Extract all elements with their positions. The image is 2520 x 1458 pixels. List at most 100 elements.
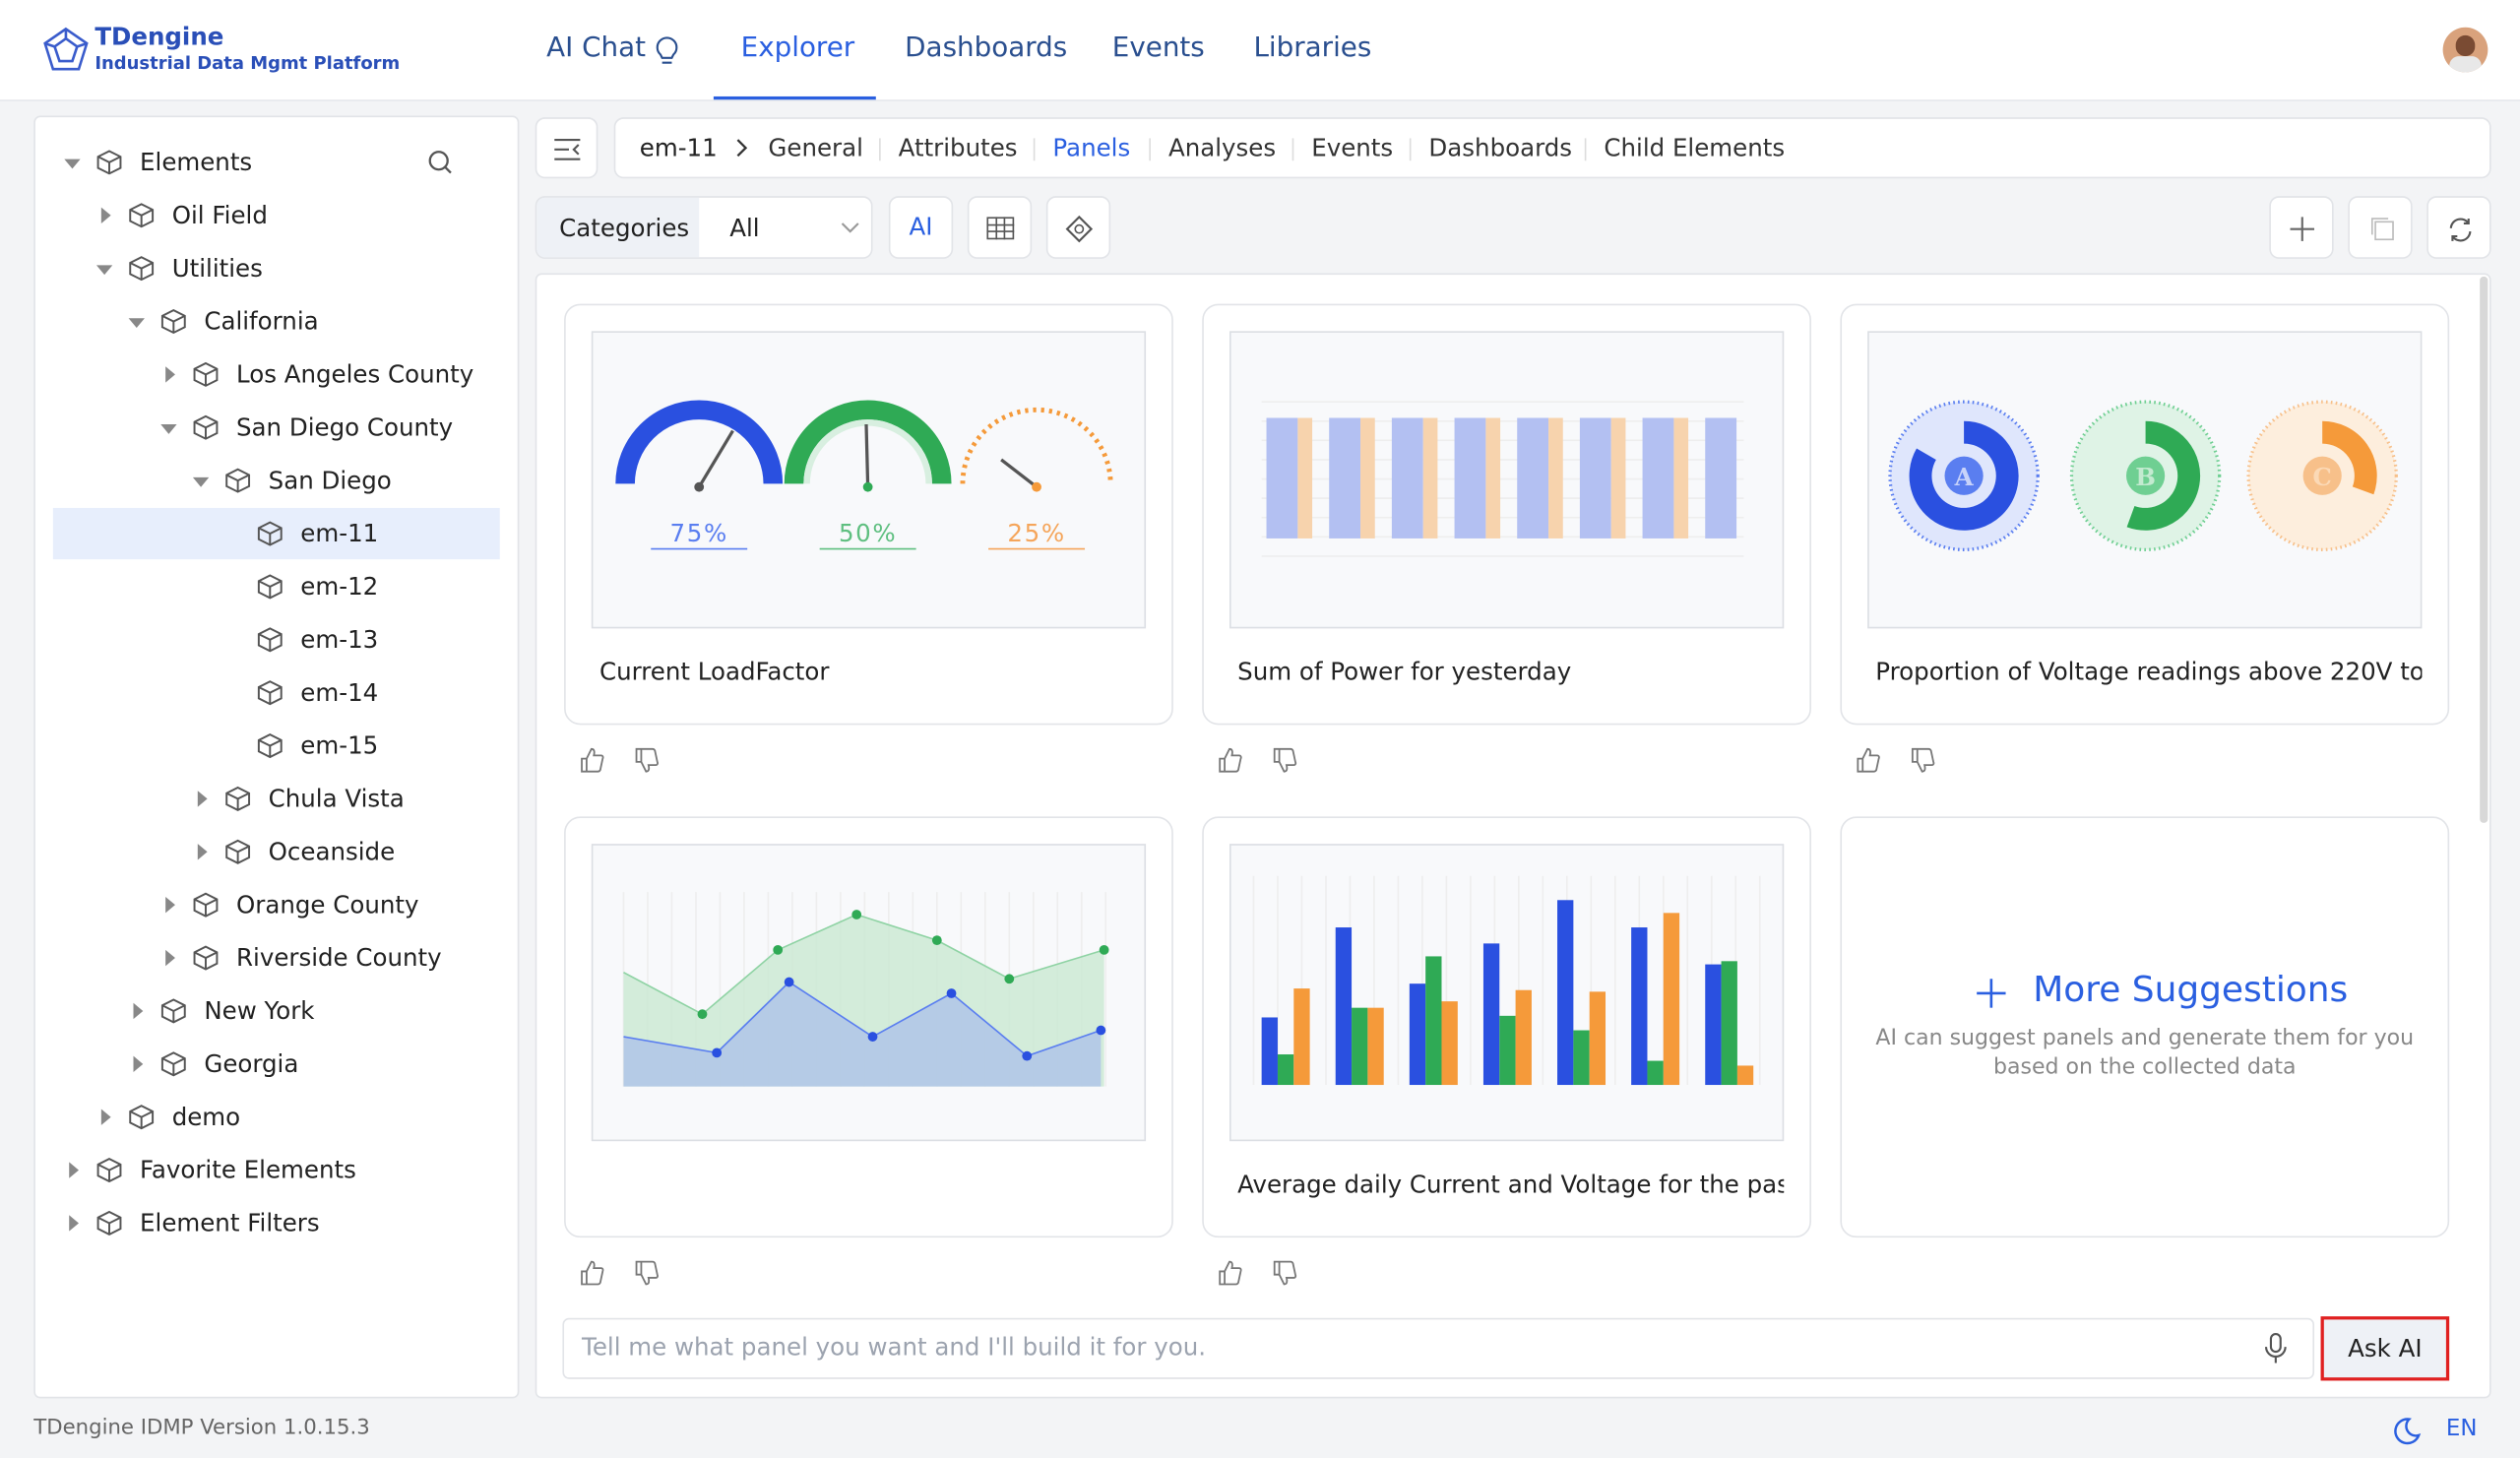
tab-divider <box>1033 138 1036 161</box>
tree-label[interactable]: em-15 <box>300 730 379 761</box>
copy-button[interactable] <box>2348 196 2413 259</box>
tree-label[interactable]: Los Angeles County <box>235 359 474 390</box>
tab-divider <box>1292 138 1294 161</box>
prompt-placeholder: Tell me what panel you want and I'll bui… <box>582 1332 1207 1362</box>
suggestion-line: AI can suggest panels and generate them … <box>1875 1025 2415 1051</box>
thumbs-down[interactable] <box>1273 747 1298 773</box>
breadcrumb-sep <box>736 139 748 158</box>
tree-icon <box>129 203 155 228</box>
table-button[interactable] <box>967 196 1033 259</box>
pie-label: A <box>1954 463 1974 492</box>
breadcrumb-tab[interactable]: Events <box>1311 133 1394 162</box>
tree-label[interactable]: Georgia <box>204 1049 299 1079</box>
tree-label[interactable]: em-13 <box>300 625 379 655</box>
ask-ai-button[interactable]: Ask AI <box>2320 1316 2450 1381</box>
breadcrumb-tab[interactable]: Child Elements <box>1604 133 1786 162</box>
thumbs-up[interactable] <box>580 747 605 773</box>
search-icon[interactable] <box>427 150 453 175</box>
panel-graphic <box>622 892 1109 1087</box>
tree-icon <box>96 1158 122 1183</box>
tree-label[interactable]: Oceanside <box>268 837 396 866</box>
breadcrumb-tab[interactable]: General <box>768 133 863 162</box>
tree-label[interactable]: San Diego County <box>235 412 454 442</box>
nav-item[interactable]: AI Chat <box>546 32 646 65</box>
suggestion-title[interactable]: More Suggestions <box>2033 971 2349 1011</box>
tab-divider <box>879 138 881 161</box>
tree-icon <box>225 468 251 493</box>
tree-label[interactable]: Chula Vista <box>268 784 405 814</box>
breadcrumb-tab[interactable]: Dashboards <box>1428 133 1573 162</box>
thumbs-up[interactable] <box>1219 747 1244 773</box>
panel-title: Proportion of Voltage readings above 220… <box>1875 657 2423 687</box>
tree-icon <box>257 627 283 653</box>
tree-icon <box>193 945 219 971</box>
mic-icon[interactable] <box>2264 1332 2287 1364</box>
refresh-button[interactable] <box>2426 196 2491 259</box>
tree-icon <box>193 892 219 918</box>
thumbs-down[interactable] <box>1911 747 1936 773</box>
collapse-button[interactable] <box>535 117 598 179</box>
panel-thumbnail <box>1228 844 1785 1142</box>
thumbs-up[interactable] <box>1219 1260 1244 1286</box>
nav-item[interactable]: Explorer <box>740 32 855 65</box>
tree-label[interactable]: California <box>204 306 319 337</box>
tree-icon <box>129 256 155 282</box>
dark-mode-icon[interactable] <box>2391 1416 2422 1445</box>
thumbs-down[interactable] <box>1273 1260 1298 1286</box>
logo-subtitle: Industrial Data Mgmt Platform <box>94 52 401 75</box>
tree-icon <box>257 521 283 546</box>
tree-label[interactable]: New York <box>204 996 315 1026</box>
tree-icon <box>96 150 122 175</box>
tree-label[interactable]: Orange County <box>235 890 419 919</box>
collapse-arrow <box>165 897 175 914</box>
nav-item[interactable]: Events <box>1111 32 1205 65</box>
tree-label[interactable]: demo <box>171 1103 241 1132</box>
ai-button[interactable]: AI <box>888 196 954 259</box>
nav-item[interactable]: Libraries <box>1253 32 1372 65</box>
tree-icon <box>160 309 186 335</box>
category-value[interactable]: All <box>729 214 760 243</box>
tree-label[interactable]: San Diego <box>268 466 392 495</box>
tree-label[interactable]: em-14 <box>300 677 379 708</box>
thumbs-down[interactable] <box>635 1260 661 1286</box>
thumbs-down[interactable] <box>635 747 661 773</box>
breadcrumb-tab[interactable]: Panels <box>1052 133 1131 162</box>
nav-item[interactable]: Dashboards <box>905 32 1068 65</box>
tree-label[interactable]: Favorite Elements <box>140 1155 356 1185</box>
thumbs-up[interactable] <box>580 1260 605 1286</box>
breadcrumb-element[interactable]: em-11 <box>639 133 718 162</box>
avatar[interactable] <box>2442 27 2488 73</box>
tree-label[interactable]: Elements <box>140 148 253 177</box>
tree-label[interactable]: Utilities <box>171 253 263 284</box>
tree-label[interactable]: Riverside County <box>235 943 442 973</box>
breadcrumb-tab[interactable]: Analyses <box>1167 133 1277 162</box>
tree-icon <box>257 574 283 600</box>
tree-label[interactable]: Element Filters <box>140 1208 320 1238</box>
shape-button[interactable] <box>1045 196 1111 259</box>
gauge-label: 25% <box>988 519 1086 550</box>
add-button[interactable] <box>2269 196 2334 259</box>
tab-divider <box>1584 138 1587 161</box>
tree-label[interactable]: Oil Field <box>171 201 268 230</box>
panel-graphic <box>1252 875 1761 1086</box>
expand-arrow <box>95 265 113 276</box>
thumbs-up[interactable] <box>1857 747 1882 773</box>
expand-arrow <box>128 318 145 329</box>
nav-underline <box>713 95 876 100</box>
language[interactable]: EN <box>2445 1416 2478 1442</box>
gauge-label: 50% <box>819 519 916 550</box>
panel-graphic <box>615 400 1113 492</box>
tree-icon <box>193 361 219 387</box>
prompt-input[interactable] <box>562 1317 2315 1379</box>
panel-title: Average daily Current and Voltage for th… <box>1237 1170 1785 1199</box>
tree-label[interactable]: em-12 <box>300 572 379 602</box>
collapse-arrow <box>197 791 208 807</box>
tree-icon <box>257 733 283 759</box>
breadcrumb-tab[interactable]: Attributes <box>898 133 1018 162</box>
tree-label[interactable]: em-11 <box>300 519 379 548</box>
panel-graphic <box>1261 401 1744 557</box>
tree-icon <box>129 1105 155 1130</box>
panel-title: Current LoadFactor <box>598 657 830 687</box>
suggestion-card[interactable] <box>1840 816 2450 1238</box>
